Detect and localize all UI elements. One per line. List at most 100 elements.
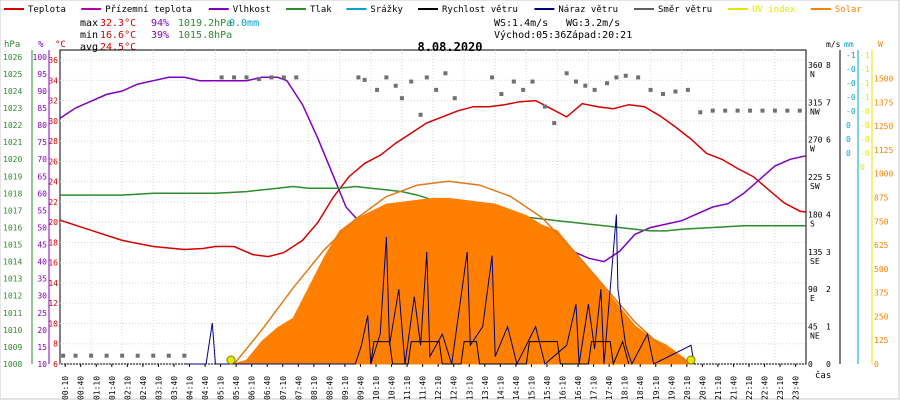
x-tick-label: 15:40 <box>543 376 552 400</box>
axis-w-tick: 250 <box>874 312 889 321</box>
axis-hpa-tick: 1015 <box>3 241 22 250</box>
x-tick-label: 13:40 <box>481 376 490 400</box>
axis-dir-tick: 0 <box>808 360 813 369</box>
axis-hpa-tick: 1014 <box>3 258 22 267</box>
wind-dir-point <box>648 87 653 92</box>
x-tick-label: 23:10 <box>776 376 785 400</box>
axis-pct-tick: 10 <box>37 360 47 369</box>
axis-temp-tick: 24 <box>48 178 58 187</box>
x-tick-label: 17:10 <box>590 376 599 400</box>
x-tick-label: 02:40 <box>139 376 148 400</box>
stats-min-label: min <box>80 30 98 41</box>
stats-avg-label: avg <box>80 42 98 53</box>
axis-mm-label: mm <box>844 40 854 49</box>
x-tick-label: 11:40 <box>419 376 428 400</box>
axis-ms-tick: 3 <box>826 248 831 257</box>
legend-label: Směr větru <box>658 5 712 15</box>
axis-w-label: W <box>878 40 883 49</box>
stats-max-label: max <box>80 18 98 29</box>
axis-temp-label: °C <box>55 40 66 50</box>
wind-dir-point <box>499 92 504 97</box>
plot-area <box>59 71 807 366</box>
axis-dir-label: SW <box>810 182 820 191</box>
axis-dir-label: N <box>810 70 815 79</box>
x-tick-label: 07:10 <box>279 376 288 400</box>
wind-dir-point <box>748 108 753 113</box>
wind-dir-point <box>384 75 389 80</box>
axis-mm-tick: -1 <box>846 51 856 60</box>
axis-hpa-tick: 1012 <box>3 292 22 301</box>
wind-dir-point <box>605 81 610 86</box>
axis-hpa-tick: 1023 <box>3 104 22 113</box>
x-tick-label: 22:10 <box>745 376 754 400</box>
axis-dir-tick: 270 <box>808 136 823 145</box>
wind-dir-point <box>356 75 361 80</box>
wind-dir-point <box>623 73 628 78</box>
x-tick-label: 22:40 <box>761 376 770 400</box>
x-tick-label: 03:40 <box>170 376 179 400</box>
legend-item: Rychlost větru <box>418 5 518 15</box>
x-axis-label: čas <box>815 370 831 381</box>
axis-temp-tick: 36 <box>48 56 58 65</box>
wind-dir-point <box>73 353 78 358</box>
legend-item: Směr větru <box>634 5 712 15</box>
axis-dir-tick: 90 <box>808 285 818 294</box>
wind-dir-point <box>256 77 261 82</box>
stats-min-temp: 16.6°C <box>100 30 136 41</box>
x-tick-label: 06:40 <box>263 376 272 400</box>
axis-pct-tick: 40 <box>37 258 47 267</box>
legend-item: Srážky <box>346 5 403 15</box>
axis-ms-tick: 4 <box>826 210 831 219</box>
axis-dir-tick: 225 <box>808 173 823 182</box>
axis-dir-tick: 135 <box>808 248 823 257</box>
axis-dir-tick: 360 <box>808 61 823 70</box>
axis-hpa-tick: 1020 <box>3 155 22 164</box>
axis-uv-tick: -1 <box>860 79 870 88</box>
wind-dir-point <box>434 87 439 92</box>
x-tick-label: 16:10 <box>559 376 568 400</box>
series-teplota <box>59 99 807 258</box>
axis-hpa-tick: 1013 <box>3 275 22 284</box>
axis-dir-label: SE <box>810 257 820 266</box>
axis-mm-tick: -0 <box>846 65 856 74</box>
axis-dir-tick: 45 <box>808 323 818 332</box>
legend-item: Tlak <box>286 5 332 15</box>
axis-w-tick: 1000 <box>874 170 893 179</box>
axis-hpa-tick: 1016 <box>3 223 22 232</box>
legend-label: Teplota <box>28 5 66 15</box>
x-tick-label: 09:10 <box>341 376 350 400</box>
axis-temp-tick: 34 <box>48 76 58 85</box>
wind-dir-point <box>362 77 367 82</box>
legend-item: Náraz větru <box>534 5 618 15</box>
wind-dir-point <box>760 108 765 113</box>
axis-hpa-tick: 1018 <box>3 189 22 198</box>
x-tick-label: 03:10 <box>154 376 163 400</box>
stats-max-temp: 32.3°C <box>100 18 136 29</box>
legend-label: Rychlost větru <box>442 5 518 15</box>
wind-dir-point <box>269 75 274 80</box>
legend: Teplota Přízemní teplota Vlhkost Tlak Srážky… <box>4 5 862 15</box>
axis-temp-tick: 30 <box>48 117 58 126</box>
axis-ms-tick: 8 <box>826 61 831 70</box>
axis-pct-tick: 75 <box>37 138 47 147</box>
x-tick-label: 11:10 <box>403 376 412 400</box>
axis-ms-tick: 7 <box>826 98 831 107</box>
axis-dir-tick: 180 <box>808 210 823 219</box>
wind-dir-point <box>785 108 790 113</box>
wind-dir-point <box>61 353 66 358</box>
axis-mm-tick: 0 <box>846 135 851 144</box>
wind-dir-point <box>530 79 535 84</box>
legend-item: Teplota <box>4 5 66 15</box>
axis-pct-tick: 65 <box>37 172 47 181</box>
x-tick-label: 01:10 <box>92 376 101 400</box>
axis-pct-tick: 70 <box>37 155 47 164</box>
axis-pct-tick: 15 <box>37 343 47 352</box>
legend-label: Vlhkost <box>233 5 271 15</box>
axis-hpa-tick: 1024 <box>3 87 22 96</box>
x-tick-label: 04:10 <box>186 376 195 400</box>
axis-temp-tick: 28 <box>48 137 58 146</box>
wind-dir-point <box>409 79 414 84</box>
wind-dir-point <box>375 87 380 92</box>
wind-dir-point <box>661 92 666 97</box>
axis-w-tick: 875 <box>874 193 889 202</box>
